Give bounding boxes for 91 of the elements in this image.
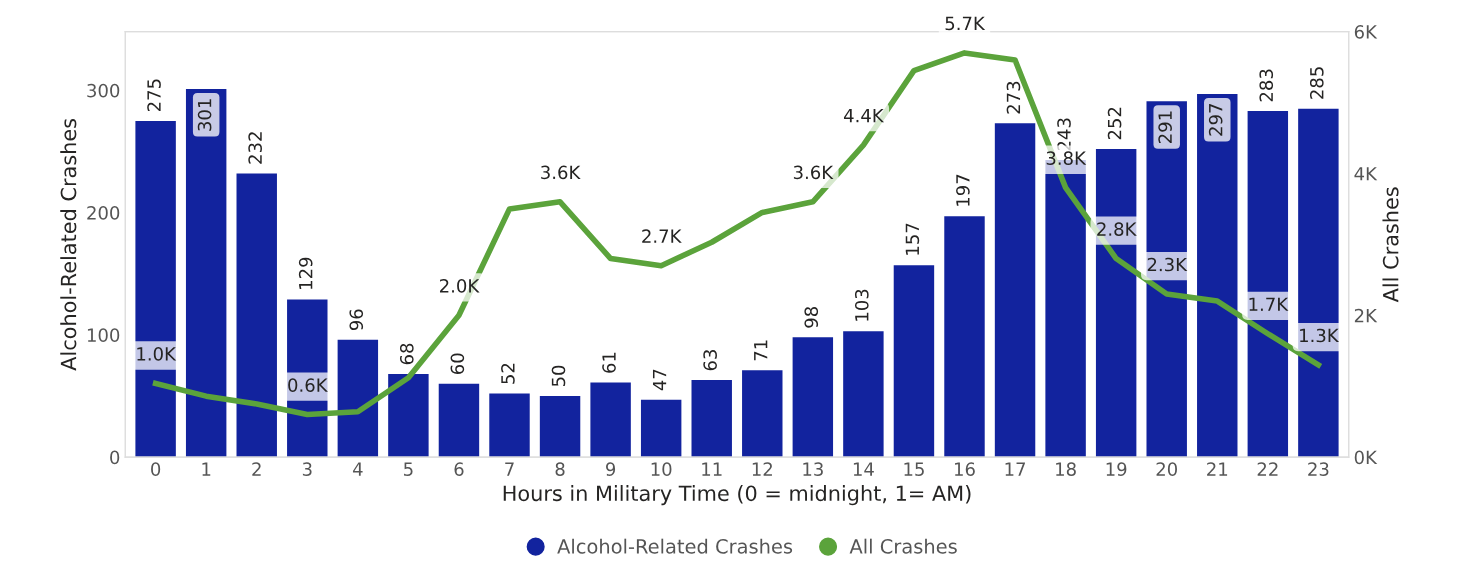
data-label: 61 [602, 352, 616, 373]
x-tick-label: 10 [651, 462, 672, 476]
data-label: 103 [854, 289, 869, 321]
data-label: 232 [248, 132, 262, 164]
data-label: 3.8K [1046, 151, 1087, 165]
x-tick-label: 7 [505, 462, 514, 476]
data-label: 63 [703, 350, 717, 371]
x-tick-label: 11 [702, 462, 722, 476]
bar [185, 89, 227, 458]
bar [893, 265, 935, 458]
x-tick-label: 8 [555, 462, 565, 476]
y2-tick-label: 2K [1354, 308, 1378, 323]
data-label: 96 [349, 309, 364, 331]
data-label: 2.8K [1097, 222, 1137, 236]
x-axis-title: Hours in Military Time (0 = midnight, 1= AM) [503, 485, 971, 506]
data-label: 2.3K [1147, 257, 1188, 272]
x-tick-label: 12 [752, 462, 772, 476]
data-label: 291 [1158, 111, 1172, 143]
x-tick-label: 6 [454, 462, 464, 476]
x-tick-label: 18 [1056, 462, 1076, 476]
legend-label: All Crashes [849, 538, 957, 554]
data-label: 3.6K [541, 165, 581, 180]
data-label: 3.6K [793, 165, 834, 180]
y-axis-title: Alcohol-Related Crashes [60, 118, 77, 371]
data-label: 243 [1057, 118, 1071, 151]
y-tick-label: 0 [110, 450, 120, 465]
data-label: 252 [1107, 107, 1122, 140]
bar [337, 339, 379, 458]
x-tick-label: 22 [1257, 462, 1278, 476]
data-label: 297 [1208, 104, 1223, 136]
y2-tick-label: 4K [1354, 167, 1378, 181]
bar [742, 370, 783, 458]
x-tick-label: 2 [252, 462, 261, 476]
bar [640, 399, 682, 458]
data-label: 52 [501, 363, 515, 384]
x-tick-label: 14 [853, 462, 874, 476]
data-label: 68 [399, 343, 414, 365]
data-label: 273 [1006, 81, 1021, 114]
data-label: 157 [905, 223, 920, 255]
y2-axis-title: All Crashes [1382, 187, 1399, 303]
bar [438, 383, 480, 458]
legend-label: Alcohol-Related Crashes [557, 538, 793, 554]
data-label: 283 [1259, 69, 1274, 102]
data-label: 197 [956, 174, 970, 206]
data-label: 47 [652, 369, 667, 391]
x-tick-label: 1 [202, 462, 211, 476]
y-tick-label: 300 [87, 83, 120, 98]
x-tick-label: 5 [404, 462, 413, 476]
data-label: 301 [197, 99, 212, 131]
data-label: 285 [1309, 67, 1324, 99]
data-label: 129 [298, 257, 313, 289]
x-tick-label: 20 [1156, 462, 1177, 476]
x-tick-label: 3 [302, 462, 312, 476]
data-label: 98 [804, 307, 819, 328]
bar [1197, 93, 1238, 458]
bar [236, 173, 277, 458]
data-label: 71 [754, 340, 768, 361]
data-label: 275 [147, 79, 161, 112]
data-label: 50 [551, 365, 566, 387]
x-tick-label: 13 [803, 462, 823, 476]
data-label: 1.0K [137, 347, 177, 361]
bar [539, 395, 581, 458]
x-tick-label: 9 [606, 462, 616, 476]
data-label: 2.7K [642, 229, 682, 243]
x-tick-label: 17 [1005, 462, 1025, 476]
y-tick-label: 100 [87, 328, 120, 342]
bar [388, 373, 429, 458]
data-label: 60 [450, 353, 465, 374]
x-tick-label: 21 [1207, 462, 1228, 476]
data-label: 4.4K [843, 109, 885, 123]
x-tick-label: 19 [1106, 462, 1127, 476]
bar [944, 216, 985, 458]
x-tick-label: 23 [1308, 462, 1329, 476]
x-tick-label: 4 [352, 462, 363, 476]
bar [792, 337, 834, 458]
data-label: 1.3K [1300, 328, 1340, 343]
y2-tick-label: 0K [1354, 450, 1378, 465]
bar [691, 380, 732, 458]
x-tick-label: 15 [904, 462, 924, 476]
data-label: 1.7K [1249, 297, 1289, 311]
data-label: 2.0K [440, 278, 480, 293]
data-label: 0.6K [288, 378, 328, 392]
x-tick-label: 16 [954, 462, 975, 476]
y-tick-label: 200 [87, 206, 120, 220]
bar [489, 393, 530, 458]
data-label: 5.7K [945, 16, 986, 31]
y2-tick-label: 6K [1354, 25, 1378, 39]
bar [994, 123, 1036, 458]
bar [843, 331, 884, 458]
bar [590, 382, 631, 458]
x-tick-label: 0 [151, 462, 161, 476]
